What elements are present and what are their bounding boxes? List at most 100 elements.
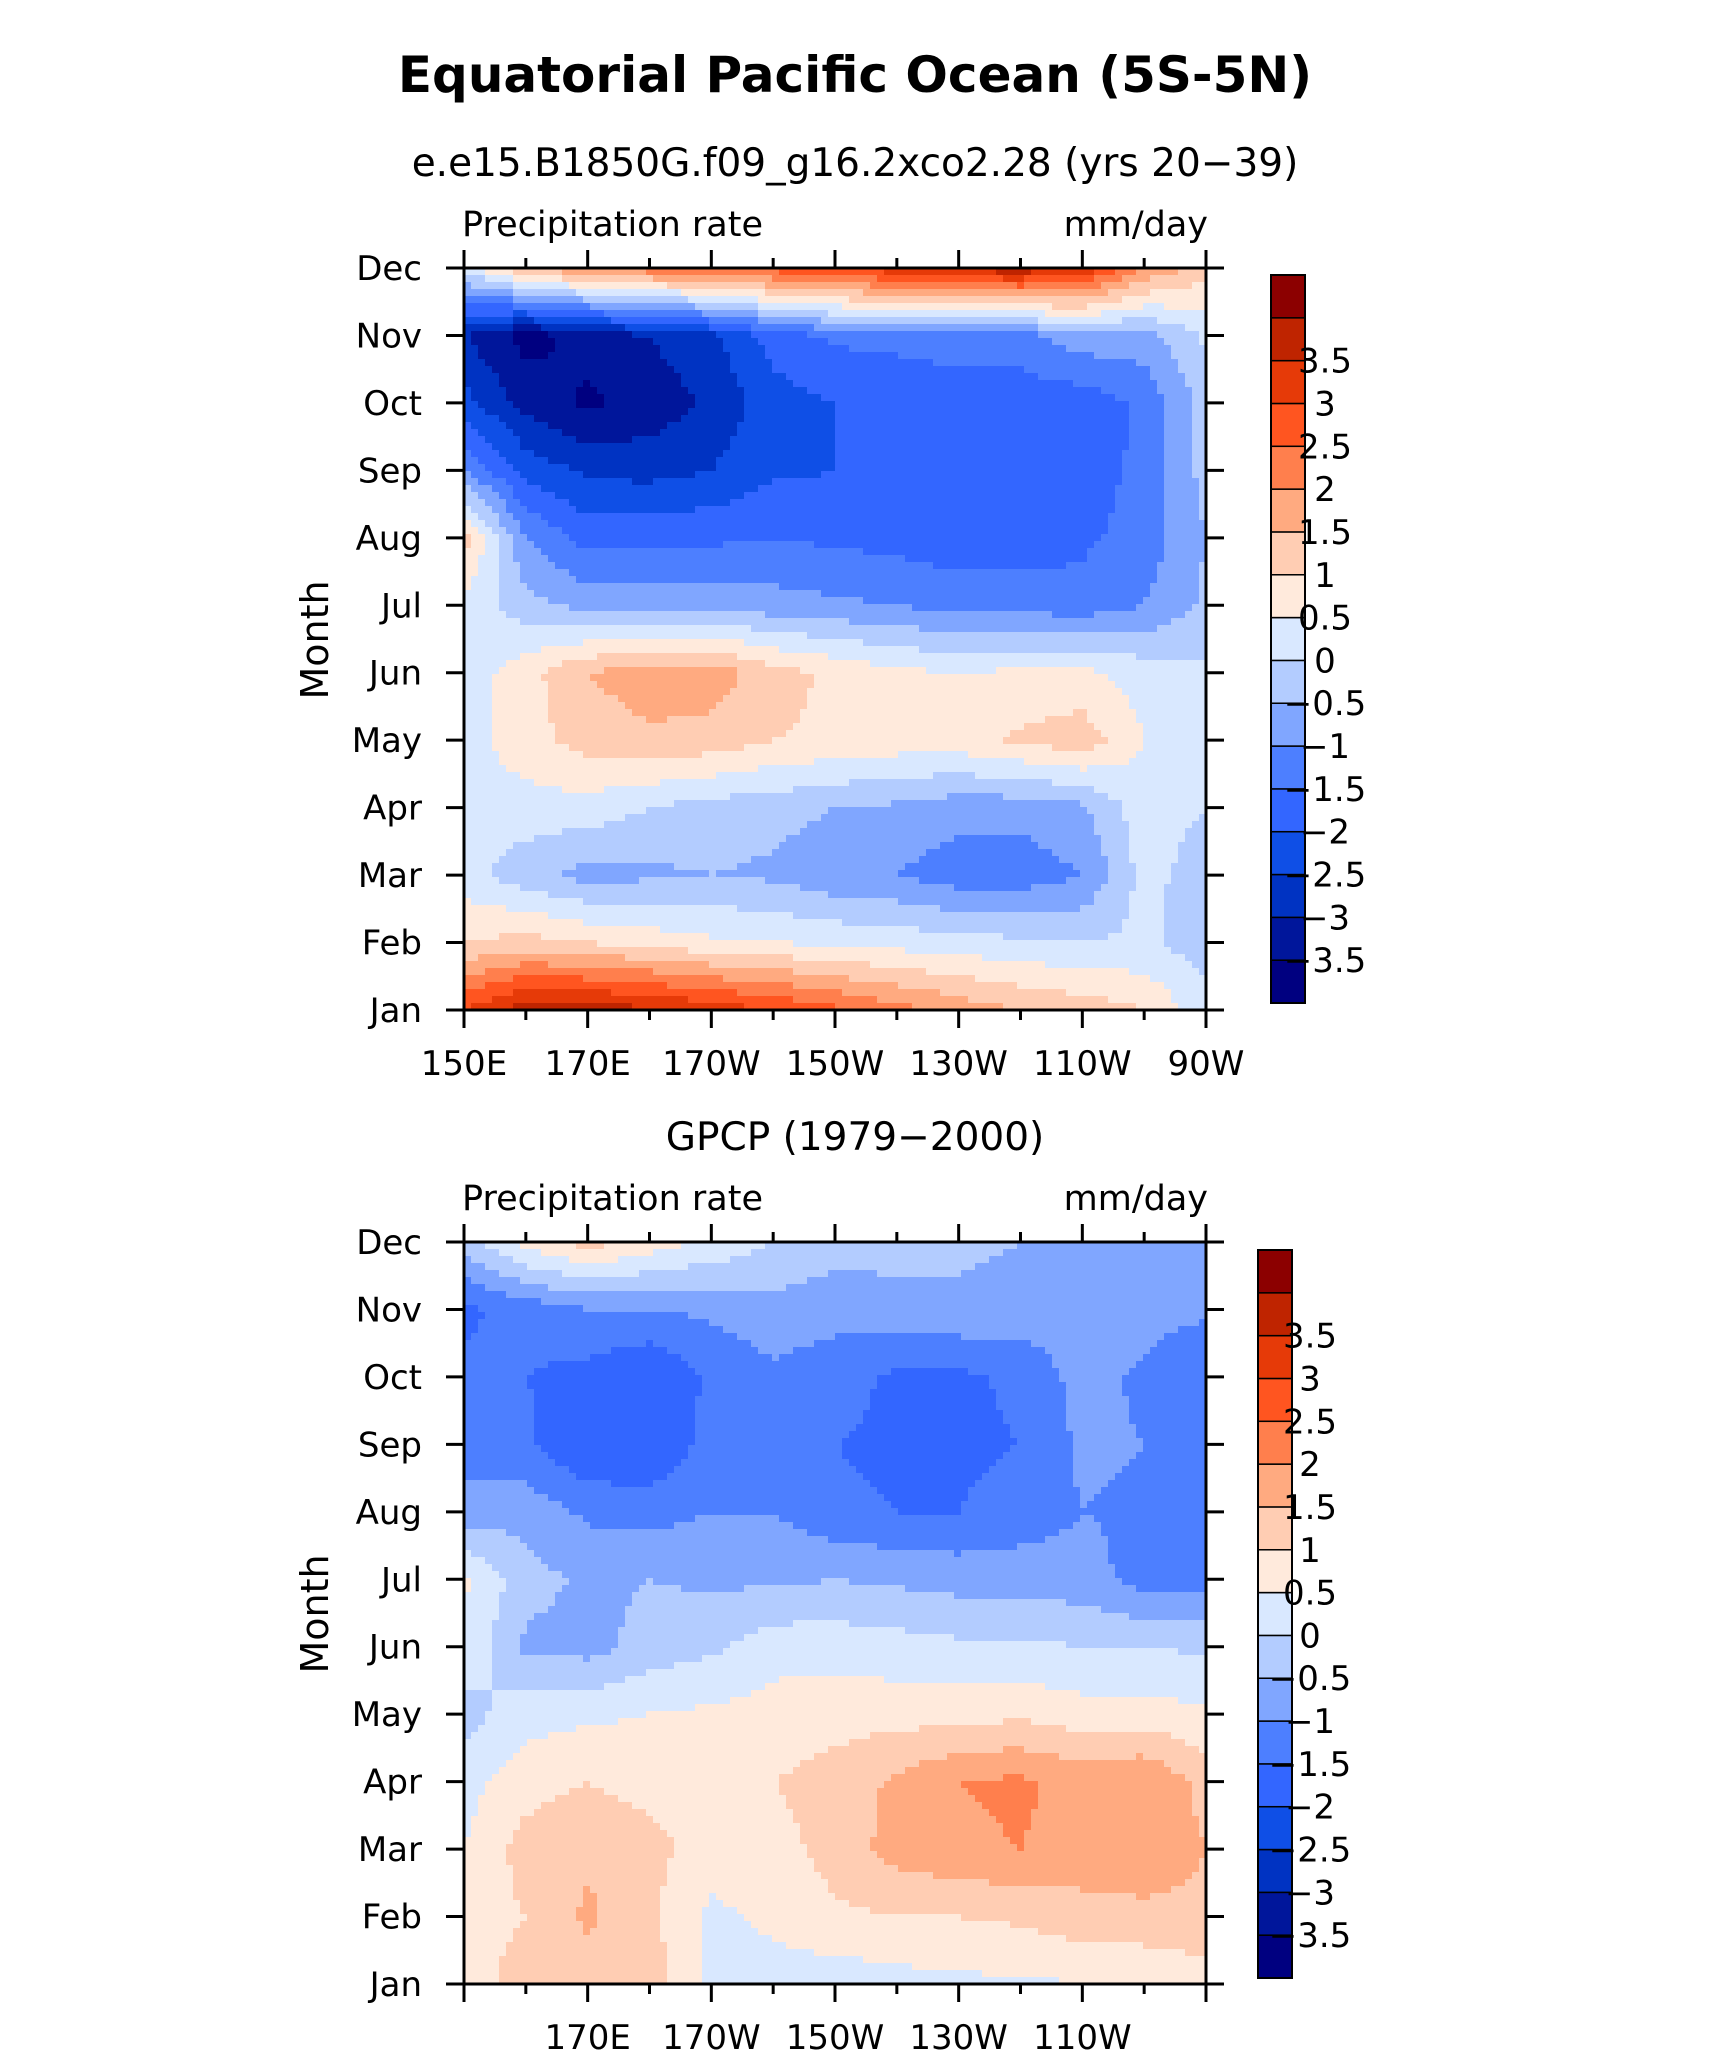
- heatmap-cell: [1143, 408, 1151, 416]
- heatmap-cell: [821, 492, 829, 500]
- heatmap-cell: [674, 352, 682, 360]
- heatmap-cell: [849, 562, 857, 570]
- heatmap-cell: [1010, 569, 1018, 577]
- heatmap-cell: [744, 520, 752, 528]
- heatmap-cell: [513, 296, 521, 304]
- heatmap-cell: [1101, 324, 1109, 332]
- heatmap-cell: [1094, 464, 1102, 472]
- heatmap-cell: [1038, 457, 1046, 465]
- heatmap-cell: [891, 408, 899, 416]
- heatmap-cell: [730, 478, 738, 486]
- heatmap-cell: [954, 429, 962, 437]
- heatmap-cell: [723, 317, 731, 325]
- heatmap-cell: [702, 478, 710, 486]
- heatmap-cell: [1129, 380, 1137, 388]
- heatmap-cell: [597, 387, 605, 395]
- heatmap-cell: [982, 310, 990, 318]
- heatmap-cell: [849, 520, 857, 528]
- heatmap-cell: [716, 275, 724, 283]
- heatmap-cell: [611, 569, 619, 577]
- heatmap-cell: [1192, 422, 1200, 430]
- heatmap-cell: [1136, 534, 1144, 542]
- heatmap-cell: [884, 548, 892, 556]
- heatmap-cell: [541, 576, 549, 584]
- heatmap-cell: [954, 415, 962, 423]
- heatmap-cell: [520, 534, 528, 542]
- heatmap-cell: [863, 380, 871, 388]
- heatmap-cell: [1094, 268, 1102, 276]
- heatmap-cell: [884, 520, 892, 528]
- heatmap-cell: [506, 597, 514, 605]
- heatmap-cell: [870, 436, 878, 444]
- heatmap-cell: [933, 289, 941, 297]
- heatmap-cell: [856, 499, 864, 507]
- heatmap-cell: [814, 310, 822, 318]
- heatmap-cell: [933, 303, 941, 311]
- heatmap-cell: [555, 464, 563, 472]
- heatmap-cell: [674, 429, 682, 437]
- heatmap-cell: [499, 576, 507, 584]
- heatmap-cell: [961, 310, 969, 318]
- heatmap-cell: [1038, 576, 1046, 584]
- heatmap-cell: [1024, 359, 1032, 367]
- heatmap-cell: [807, 310, 815, 318]
- heatmap-cell: [513, 394, 521, 402]
- heatmap-cell: [1059, 296, 1067, 304]
- heatmap-cell: [856, 555, 864, 563]
- heatmap-cell: [534, 478, 542, 486]
- heatmap-cell: [562, 310, 570, 318]
- heatmap-cell: [947, 520, 955, 528]
- heatmap-cell: [1143, 303, 1151, 311]
- heatmap-cell: [506, 331, 514, 339]
- heatmap-cell: [814, 534, 822, 542]
- heatmap-cell: [478, 506, 486, 514]
- heatmap-cell: [814, 268, 822, 276]
- heatmap-cell: [996, 408, 1004, 416]
- heatmap-cell: [478, 478, 486, 486]
- heatmap-cell: [576, 380, 584, 388]
- heatmap-cell: [898, 359, 906, 367]
- heatmap-cell: [1010, 562, 1018, 570]
- heatmap-cell: [660, 296, 668, 304]
- heatmap-cell: [667, 422, 675, 430]
- heatmap-cell: [898, 541, 906, 549]
- heatmap-cell: [1094, 338, 1102, 346]
- heatmap-cell: [814, 492, 822, 500]
- heatmap-cell: [1073, 527, 1081, 535]
- heatmap-cell: [1017, 471, 1025, 479]
- heatmap-cell: [828, 366, 836, 374]
- heatmap-cell: [1031, 338, 1039, 346]
- heatmap-cell: [674, 366, 682, 374]
- heatmap-cell: [954, 555, 962, 563]
- heatmap-cell: [555, 408, 563, 416]
- heatmap-cell: [779, 415, 787, 423]
- heatmap-cell: [590, 415, 598, 423]
- heatmap-cell: [555, 583, 563, 591]
- heatmap-cell: [618, 569, 626, 577]
- heatmap-cell: [940, 541, 948, 549]
- heatmap-cell: [772, 562, 780, 570]
- heatmap-cell: [1143, 450, 1151, 458]
- heatmap-cell: [954, 534, 962, 542]
- heatmap-cell: [765, 303, 773, 311]
- heatmap-cell: [1115, 576, 1123, 584]
- heatmap-cell: [758, 387, 766, 395]
- heatmap-cell: [800, 373, 808, 381]
- heatmap-cell: [702, 590, 710, 598]
- heatmap-cell: [534, 541, 542, 549]
- heatmap-cell: [1024, 289, 1032, 297]
- heatmap-cell: [1024, 366, 1032, 374]
- heatmap-cell: [730, 387, 738, 395]
- heatmap-cell: [639, 590, 647, 598]
- heatmap-cell: [1073, 583, 1081, 591]
- heatmap-cell: [856, 394, 864, 402]
- heatmap-cell: [1066, 485, 1074, 493]
- heatmap-cell: [800, 478, 808, 486]
- heatmap-cell: [1087, 443, 1095, 451]
- heatmap-cell: [681, 471, 689, 479]
- heatmap-cell: [996, 583, 1004, 591]
- heatmap-cell: [982, 457, 990, 465]
- heatmap-cell: [975, 415, 983, 423]
- heatmap-cell: [1038, 352, 1046, 360]
- heatmap-cell: [1059, 583, 1067, 591]
